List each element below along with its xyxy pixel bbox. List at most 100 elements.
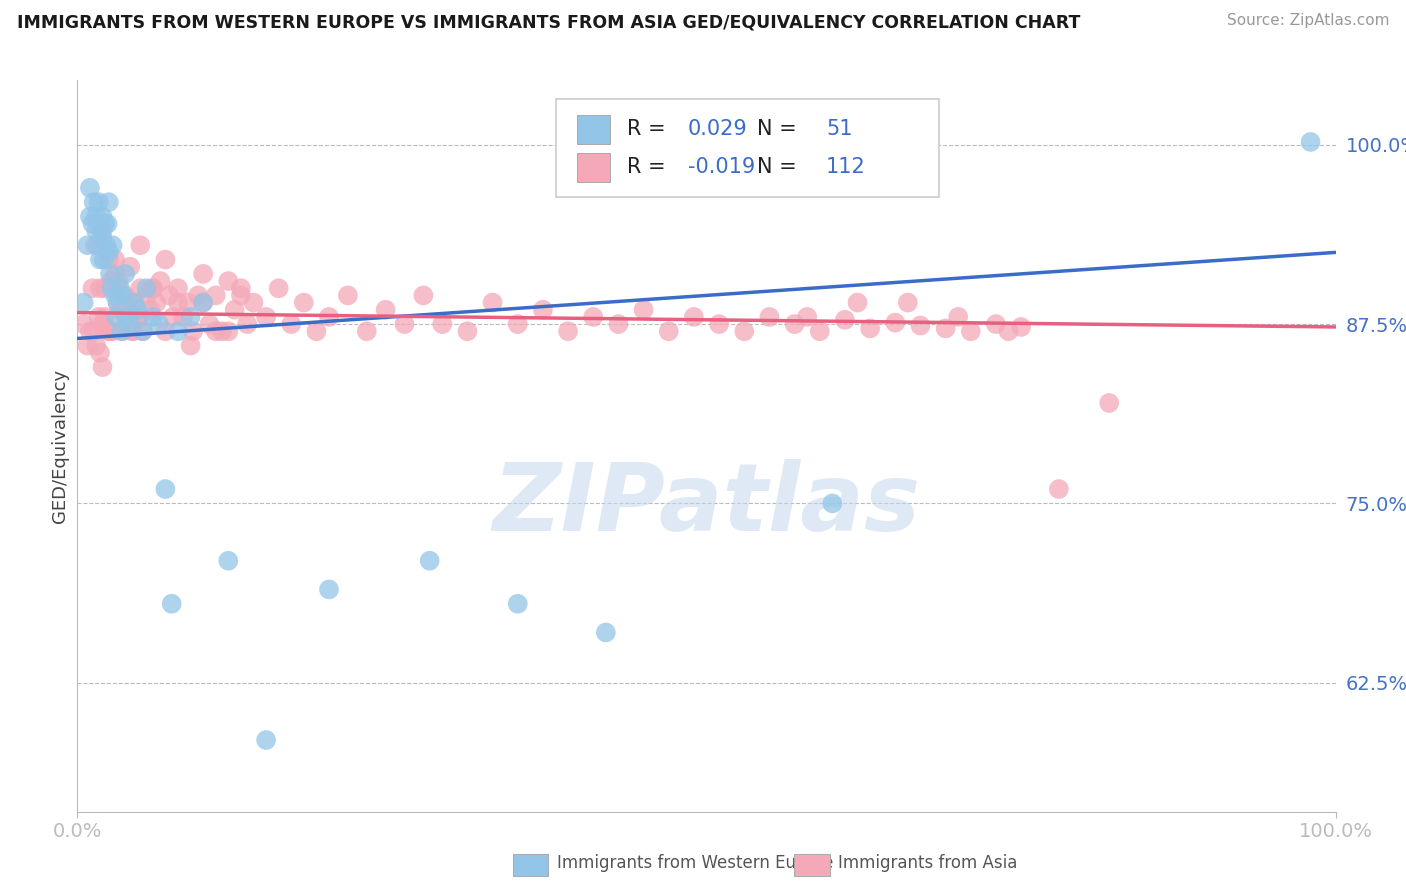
Point [280, 317, 302, 331]
Point [121, 324, 143, 338]
Point [356, 324, 378, 338]
Point [456, 324, 478, 338]
Point [89, 281, 111, 295]
Point [683, 310, 706, 324]
Point [94, 217, 117, 231]
Point [91, 224, 114, 238]
Point [142, 281, 165, 295]
Point [336, 288, 359, 302]
Point [318, 310, 340, 324]
Text: R =: R = [627, 120, 672, 139]
Point [1299, 135, 1322, 149]
Point [98, 324, 121, 338]
Point [149, 274, 172, 288]
Point [935, 321, 957, 335]
Point [254, 310, 277, 324]
Point [101, 324, 124, 338]
Point [107, 295, 129, 310]
Point [94, 281, 117, 295]
Point [531, 302, 554, 317]
Point [117, 310, 139, 324]
Point [82, 217, 104, 231]
Point [104, 267, 127, 281]
Point [91, 210, 114, 224]
Point [91, 231, 114, 245]
Point [607, 317, 630, 331]
Point [114, 310, 136, 324]
Point [191, 295, 215, 310]
Point [783, 317, 806, 331]
Point [204, 288, 226, 302]
Point [267, 281, 290, 295]
Point [191, 295, 215, 310]
Point [217, 324, 239, 338]
Point [191, 267, 215, 281]
Text: 51: 51 [827, 120, 852, 139]
Text: N =: N = [756, 157, 803, 178]
Point [808, 324, 831, 338]
Point [129, 281, 152, 295]
Point [76, 238, 98, 252]
Point [305, 324, 328, 338]
Point [107, 295, 129, 310]
Point [84, 238, 107, 252]
Point [217, 274, 239, 288]
Point [122, 295, 145, 310]
Point [582, 310, 605, 324]
Y-axis label: GED/Equivalency: GED/Equivalency [51, 369, 69, 523]
Point [595, 625, 617, 640]
Point [97, 245, 120, 260]
Point [142, 310, 165, 324]
Point [83, 195, 105, 210]
Point [89, 345, 111, 359]
Point [997, 324, 1019, 338]
Point [242, 295, 264, 310]
Point [148, 317, 170, 331]
Point [229, 281, 252, 295]
Point [910, 318, 932, 333]
Point [658, 324, 681, 338]
Point [93, 252, 115, 267]
Point [394, 317, 416, 331]
Point [79, 210, 101, 224]
Point [124, 295, 146, 310]
Point [318, 582, 340, 597]
Point [87, 310, 110, 324]
Point [84, 338, 107, 352]
Text: 0.029: 0.029 [688, 120, 748, 139]
Point [97, 195, 120, 210]
Point [481, 295, 503, 310]
Point [984, 317, 1007, 331]
Point [110, 324, 132, 338]
Point [91, 360, 114, 375]
Point [104, 252, 127, 267]
Point [432, 317, 454, 331]
Point [101, 238, 124, 252]
Point [94, 310, 117, 324]
Point [117, 302, 139, 317]
Point [129, 238, 152, 252]
Point [76, 338, 98, 352]
Point [82, 281, 104, 295]
Point [180, 310, 202, 324]
Point [84, 224, 107, 238]
Text: Immigrants from Western Europe: Immigrants from Western Europe [557, 855, 834, 872]
Point [72, 317, 94, 331]
Point [120, 317, 142, 331]
Point [105, 310, 128, 324]
Point [959, 324, 981, 338]
Point [72, 295, 94, 310]
Text: R =: R = [627, 157, 672, 178]
Point [97, 252, 120, 267]
Point [145, 295, 167, 310]
Point [236, 317, 259, 331]
Point [506, 317, 529, 331]
Point [121, 324, 143, 338]
Point [117, 295, 139, 310]
Point [506, 597, 529, 611]
Point [127, 302, 149, 317]
Point [127, 310, 149, 324]
Point [132, 324, 155, 338]
FancyBboxPatch shape [576, 115, 610, 144]
Point [100, 274, 122, 288]
